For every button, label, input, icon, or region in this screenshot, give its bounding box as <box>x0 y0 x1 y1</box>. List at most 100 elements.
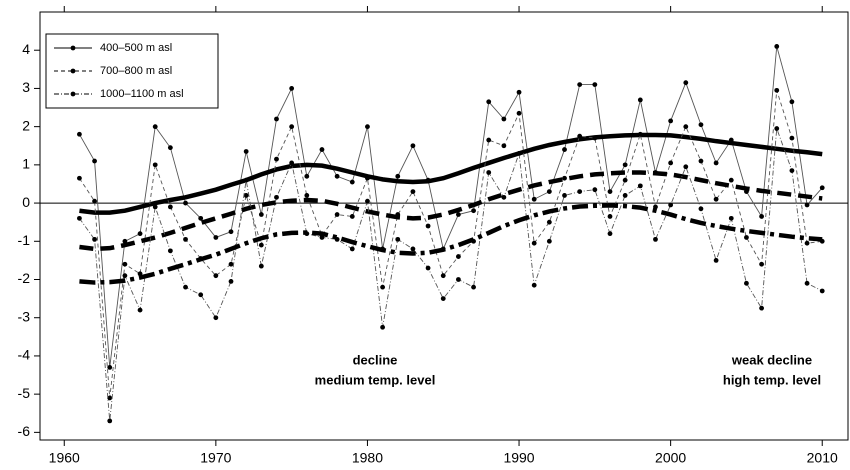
data-point <box>577 133 583 139</box>
data-point <box>668 118 674 124</box>
data-point <box>819 288 825 294</box>
data-point <box>243 193 249 198</box>
x-tick-label: 1980 <box>352 450 383 466</box>
data-point <box>456 212 461 217</box>
data-point <box>698 158 704 164</box>
data-point <box>77 131 82 137</box>
data-point <box>637 183 643 189</box>
data-point <box>471 284 476 290</box>
data-point <box>258 212 264 217</box>
data-point <box>577 82 583 88</box>
data-point <box>92 198 97 204</box>
data-point <box>258 263 264 269</box>
data-point <box>804 240 810 246</box>
data-point <box>592 187 598 193</box>
data-point <box>289 86 295 91</box>
data-point <box>774 126 780 131</box>
data-point <box>668 202 674 208</box>
legend-dot <box>70 45 76 51</box>
data-point <box>228 229 234 235</box>
data-point <box>683 164 689 170</box>
y-tick-label: 1 <box>22 156 30 172</box>
data-point <box>425 223 431 229</box>
data-point <box>486 170 492 175</box>
data-point <box>410 246 416 252</box>
data-point <box>380 324 386 330</box>
data-point <box>759 305 764 311</box>
data-point <box>274 156 279 162</box>
data-point <box>198 215 204 221</box>
data-point <box>365 175 370 181</box>
trend-line <box>79 170 823 252</box>
y-tick-label: -4 <box>18 347 31 363</box>
trend-line <box>79 132 823 215</box>
data-point <box>653 204 658 210</box>
legend-dot <box>70 91 76 97</box>
legend-dot <box>70 68 76 74</box>
annotation: weak decline <box>731 352 812 367</box>
data-point <box>289 160 295 166</box>
data-point <box>92 158 97 164</box>
y-tick-label: -2 <box>18 270 31 286</box>
data-point <box>789 135 795 141</box>
data-point <box>77 175 82 181</box>
data-point <box>819 185 825 191</box>
data-point <box>152 204 158 210</box>
data-point <box>137 231 143 237</box>
data-point <box>137 307 143 313</box>
data-point <box>183 200 188 206</box>
data-point <box>380 284 386 290</box>
data-point <box>365 198 370 204</box>
data-point <box>744 280 749 286</box>
x-tick-label: 1990 <box>503 450 534 466</box>
data-point <box>668 160 674 166</box>
data-point <box>410 143 416 149</box>
data-point <box>592 82 598 88</box>
y-tick-label: -5 <box>18 385 31 401</box>
y-tick-label: 4 <box>22 41 30 57</box>
y-tick-label: -1 <box>18 232 31 248</box>
data-point <box>258 242 264 248</box>
data-point <box>228 279 234 284</box>
data-point <box>349 214 355 219</box>
data-point <box>713 196 719 202</box>
data-point <box>243 149 249 154</box>
data-point <box>304 173 310 179</box>
data-point <box>607 231 613 237</box>
y-tick-label: -3 <box>18 308 31 324</box>
data-point <box>486 137 492 143</box>
data-point <box>592 135 598 141</box>
x-tick-label: 2000 <box>655 450 686 466</box>
data-point <box>77 215 82 221</box>
data-point <box>167 145 173 151</box>
data-point <box>637 131 643 137</box>
data-point <box>410 189 416 195</box>
data-point <box>683 124 689 130</box>
data-point <box>622 162 628 168</box>
data-point <box>804 280 810 286</box>
x-tick-label: 2010 <box>807 450 838 466</box>
data-point <box>198 292 204 298</box>
data-point <box>683 80 689 86</box>
data-point <box>622 193 628 198</box>
y-tick-label: 2 <box>22 117 30 133</box>
data-point <box>107 418 113 424</box>
data-point <box>183 284 188 290</box>
data-point <box>516 110 522 116</box>
data-point <box>531 240 537 246</box>
data-point <box>546 219 552 225</box>
data-point <box>546 238 552 244</box>
data-point <box>759 214 764 219</box>
data-point <box>349 179 355 185</box>
data-point <box>107 364 113 370</box>
data-point <box>152 124 158 130</box>
data-point <box>698 206 704 212</box>
data-point <box>531 196 537 202</box>
data-point <box>92 236 97 242</box>
data-point <box>562 147 567 152</box>
annotation: high temp. level <box>723 372 821 387</box>
annotation: medium temp. level <box>315 372 436 387</box>
data-point <box>152 162 158 168</box>
data-point <box>471 208 476 214</box>
data-point <box>213 273 219 279</box>
